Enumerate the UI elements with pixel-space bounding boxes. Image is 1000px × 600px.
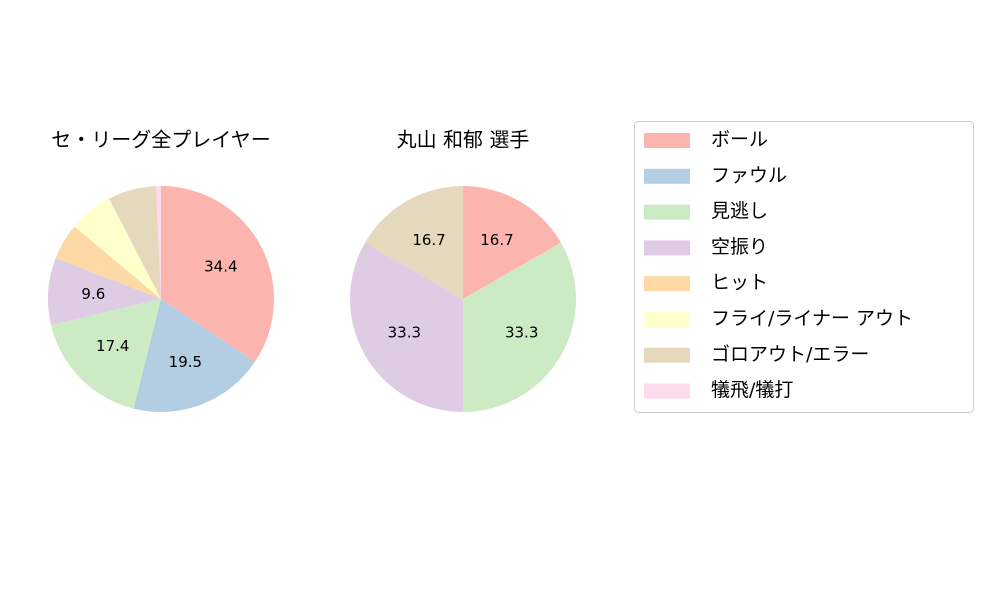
legend-label: 犠飛/犠打 (711, 379, 793, 401)
legend-swatch (644, 276, 690, 292)
value-label: 19.5 (169, 353, 202, 371)
value-label: 9.6 (81, 285, 105, 303)
pie-wedge (349, 242, 463, 412)
pie-wedge (365, 186, 463, 299)
legend-swatch (644, 240, 690, 256)
legend-label: フライ/ライナー アウト (711, 308, 913, 330)
legend-swatch (644, 133, 690, 148)
legend-label: ヒット (711, 272, 768, 294)
legend-swatch (644, 204, 690, 220)
pie-wedge (161, 186, 274, 362)
value-label: 34.4 (204, 258, 237, 276)
legend-label: ボール (711, 129, 768, 151)
legend-swatch (644, 383, 690, 399)
legend-swatch (644, 312, 690, 327)
chart-title: セ・リーグ全プレイヤー (51, 128, 270, 152)
legend-label: 空振り (711, 236, 768, 258)
value-label: 17.4 (96, 337, 129, 355)
pie-wedge (51, 299, 161, 409)
pie-wedge (133, 299, 255, 412)
pie-wedge (463, 186, 561, 299)
legend-swatch (644, 168, 690, 184)
pie-wedge (463, 242, 576, 412)
legend-swatch (644, 347, 690, 363)
chart-title: 丸山 和郁 選手 (397, 128, 530, 152)
pie-wedge (55, 226, 161, 299)
pie-wedge (74, 198, 161, 299)
pie-wedge (47, 258, 161, 326)
value-label: 16.7 (412, 231, 445, 249)
pie-wedge (156, 186, 161, 299)
value-label: 16.7 (480, 231, 513, 249)
legend-label: 見逃し (711, 200, 768, 222)
value-label: 33.3 (388, 323, 421, 341)
pie-wedge (109, 186, 161, 299)
value-label: 33.3 (505, 323, 538, 341)
legend-label: ゴロアウト/エラー (711, 343, 869, 365)
legend-label: ファウル (711, 164, 787, 186)
legend-box (634, 121, 974, 413)
